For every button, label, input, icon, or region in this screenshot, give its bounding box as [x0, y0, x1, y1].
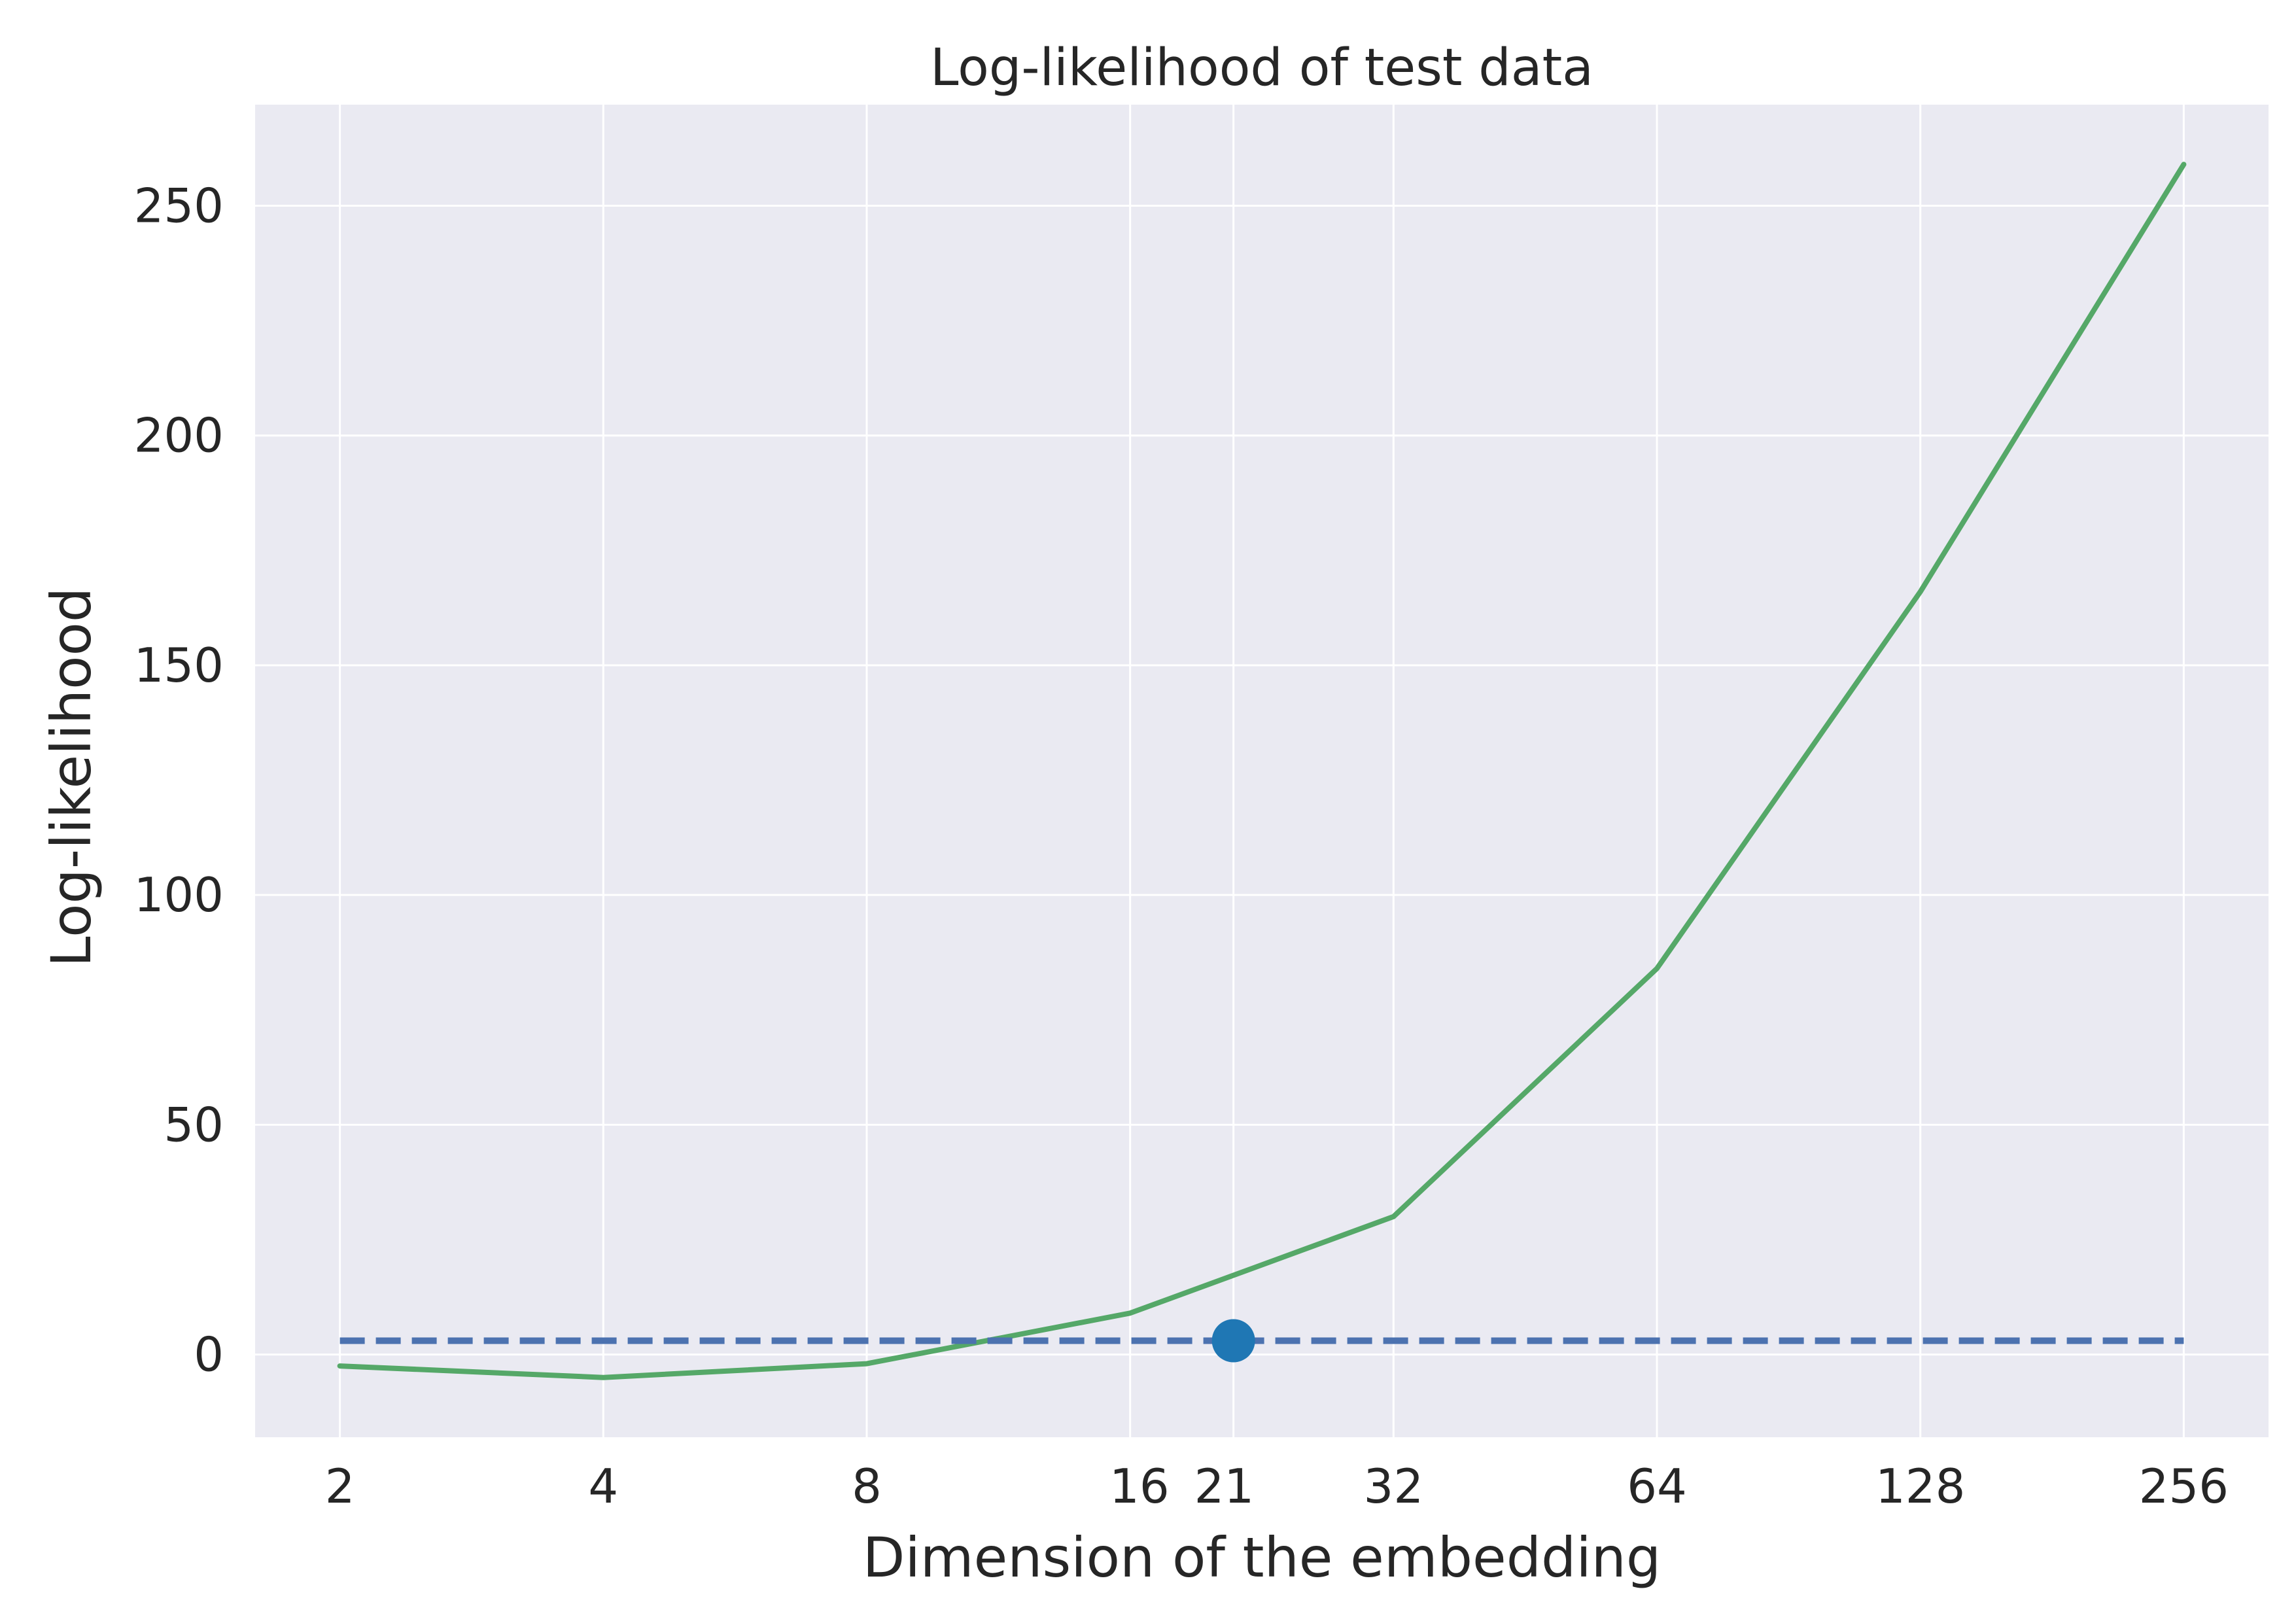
plot-background [255, 105, 2269, 1437]
y-tick-label: 200 [134, 408, 224, 463]
x-tick-label: 128 [1875, 1459, 1965, 1514]
x-tick-label: 2 [325, 1459, 355, 1514]
y-tick-label: 150 [134, 638, 224, 693]
x-axis-label: Dimension of the embedding [863, 1526, 1661, 1590]
data-markers [1211, 1319, 1255, 1363]
x-tick-label: 4 [588, 1459, 618, 1514]
x-tick-label: 256 [2139, 1459, 2229, 1514]
highlight-point [1211, 1319, 1255, 1363]
y-tick-label: 0 [194, 1327, 224, 1382]
data-series [337, 162, 2187, 1380]
y-tick-label: 50 [164, 1097, 224, 1152]
x-tick-label: 32 [1364, 1459, 1424, 1514]
y-tick-label: 100 [134, 867, 224, 922]
x-tick-labels: 2 4 8 16 21 32 64 128 256 [325, 1459, 2229, 1514]
likelihood-line [337, 162, 2187, 1380]
x-tick-label: 64 [1627, 1459, 1687, 1514]
y-tick-label: 250 [134, 179, 224, 234]
x-tick-label: 21 [1194, 1459, 1255, 1514]
chart-title: Log-likelihood of test data [930, 39, 1593, 97]
x-tick-label: 16 [1109, 1459, 1170, 1514]
y-tick-labels: 0 50 100 150 200 250 [134, 179, 224, 1382]
grid-lines [255, 105, 2269, 1437]
y-axis-label: Log-likelihood [39, 587, 103, 967]
x-tick-label: 8 [852, 1459, 882, 1514]
